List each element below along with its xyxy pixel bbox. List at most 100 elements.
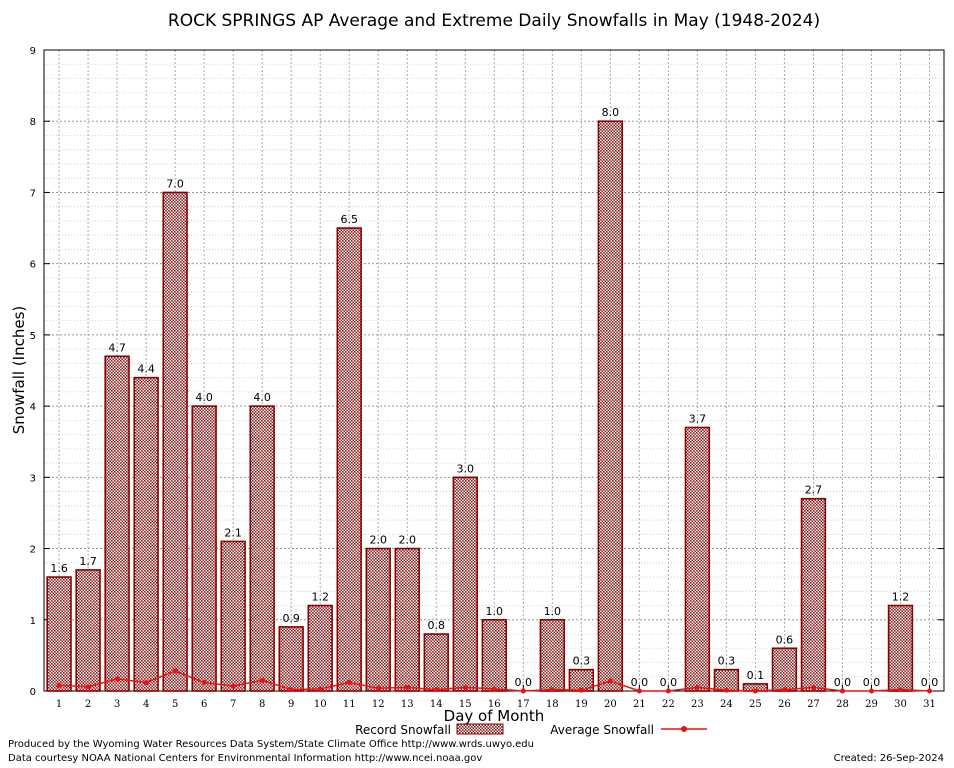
y-tick-label: 1 bbox=[30, 616, 36, 627]
legend-record-label: Record Snowfall bbox=[355, 723, 451, 737]
bar bbox=[220, 540, 246, 692]
x-tick-label: 16 bbox=[488, 699, 501, 710]
x-tick-label: 25 bbox=[749, 699, 762, 710]
bar bbox=[452, 476, 478, 692]
average-point bbox=[723, 687, 729, 693]
x-tick-label: 14 bbox=[430, 699, 443, 710]
bar bbox=[771, 647, 798, 692]
bar-value-label: 1.6 bbox=[50, 562, 68, 575]
average-point bbox=[636, 688, 642, 694]
x-tick-label: 31 bbox=[923, 699, 936, 710]
x-tick-label: 6 bbox=[201, 699, 207, 710]
average-point bbox=[346, 679, 352, 685]
x-tick-label: 21 bbox=[633, 699, 646, 710]
bar bbox=[75, 569, 101, 692]
bar-value-label: 2.1 bbox=[224, 526, 242, 539]
x-tick-label: 3 bbox=[114, 699, 120, 710]
bar-value-label: 1.2 bbox=[892, 591, 910, 604]
bar-value-label: 0.0 bbox=[863, 676, 881, 689]
bar-value-label: 4.4 bbox=[137, 363, 155, 376]
y-tick-label: 9 bbox=[30, 46, 36, 57]
bars: 1.6 1.7 4.7 4.4 7.0 4.0 2.1 4.0 0.9 1.2 6.5 2.0 2.0 0… bbox=[46, 106, 938, 692]
x-axis: 1 2 3 4 5 6 7 8 9 10 11 12 13 14 15 16 17 18 19 20 21 22 23 24 2… bbox=[56, 686, 936, 710]
average-point bbox=[868, 688, 874, 694]
x-tick-label: 4 bbox=[143, 699, 149, 710]
bar-value-label: 0.0 bbox=[631, 676, 649, 689]
bar bbox=[597, 120, 624, 692]
x-tick-label: 17 bbox=[517, 699, 530, 710]
average-point bbox=[114, 676, 120, 682]
x-tick-label: 15 bbox=[459, 699, 472, 710]
bar-value-label: 0.3 bbox=[573, 655, 591, 668]
average-point bbox=[520, 688, 526, 694]
average-point bbox=[897, 687, 903, 693]
y-tick-label: 8 bbox=[30, 117, 36, 128]
average-point bbox=[375, 685, 381, 691]
legend-average-label: Average Snowfall bbox=[550, 723, 654, 737]
x-tick-label: 12 bbox=[372, 699, 385, 710]
y-tick-label: 4 bbox=[30, 402, 36, 413]
average-point bbox=[288, 687, 294, 693]
bar bbox=[684, 426, 711, 692]
bar bbox=[481, 618, 507, 692]
bar-value-label: 2.0 bbox=[369, 534, 387, 547]
average-point bbox=[578, 687, 584, 693]
legend: Record Snowfall Average Snowfall bbox=[355, 723, 707, 737]
bar-value-label: 3.0 bbox=[457, 462, 475, 475]
x-tick-label: 20 bbox=[604, 699, 617, 710]
average-point bbox=[404, 684, 410, 690]
x-tick-label: 18 bbox=[546, 699, 559, 710]
bar-value-label: 0.9 bbox=[282, 612, 300, 625]
bar-value-label: 0.0 bbox=[660, 676, 678, 689]
bar-value-label: 0.0 bbox=[834, 676, 852, 689]
y-tick-label: 0 bbox=[30, 687, 36, 698]
bar-value-label: 1.2 bbox=[311, 591, 329, 604]
average-point bbox=[172, 668, 178, 674]
bar-value-label: 0.3 bbox=[718, 655, 736, 668]
average-point bbox=[607, 678, 613, 684]
average-point bbox=[781, 687, 787, 693]
bar bbox=[191, 405, 217, 692]
y-tick-label: 3 bbox=[30, 473, 36, 484]
x-tick-label: 22 bbox=[662, 699, 675, 710]
average-point bbox=[491, 686, 497, 692]
bar-value-label: 6.5 bbox=[340, 213, 358, 226]
average-point bbox=[665, 688, 671, 694]
bar-value-label: 3.7 bbox=[689, 412, 707, 425]
bar-value-label: 4.7 bbox=[108, 341, 126, 354]
average-point bbox=[752, 688, 758, 694]
bar-value-label: 0.6 bbox=[776, 633, 794, 646]
y-axis: 0 1 2 3 4 5 6 7 8 9 bbox=[30, 46, 944, 698]
footer-created: Created: 26-Sep-2024 bbox=[833, 753, 944, 764]
y-tick-label: 5 bbox=[30, 331, 36, 342]
average-point bbox=[317, 686, 323, 692]
legend-average-marker bbox=[681, 726, 687, 732]
bar-value-label: 0.1 bbox=[747, 669, 765, 682]
y-tick-label: 7 bbox=[30, 188, 36, 199]
x-tick-label: 27 bbox=[807, 699, 820, 710]
average-line bbox=[56, 668, 932, 694]
average-point bbox=[810, 684, 816, 690]
bar-value-label: 1.7 bbox=[79, 555, 97, 568]
bar bbox=[365, 547, 391, 692]
bar-value-label: 4.0 bbox=[253, 391, 271, 404]
average-point bbox=[143, 679, 149, 685]
x-tick-label: 10 bbox=[314, 699, 327, 710]
average-point bbox=[839, 688, 845, 694]
x-tick-label: 11 bbox=[343, 699, 356, 710]
bar-value-label: 0.0 bbox=[515, 676, 533, 689]
bar bbox=[887, 604, 914, 692]
bar bbox=[133, 376, 159, 692]
x-tick-label: 9 bbox=[288, 699, 294, 710]
x-tick-label: 28 bbox=[836, 699, 849, 710]
x-tick-label: 8 bbox=[259, 699, 265, 710]
bar bbox=[800, 497, 827, 692]
bar-value-label: 1.0 bbox=[486, 605, 504, 618]
bar bbox=[249, 405, 275, 692]
x-tick-label: 1 bbox=[56, 699, 62, 710]
y-tick-label: 6 bbox=[30, 260, 36, 271]
average-point bbox=[201, 679, 207, 685]
x-tick-label: 24 bbox=[720, 699, 733, 710]
x-tick-label: 7 bbox=[230, 699, 236, 710]
